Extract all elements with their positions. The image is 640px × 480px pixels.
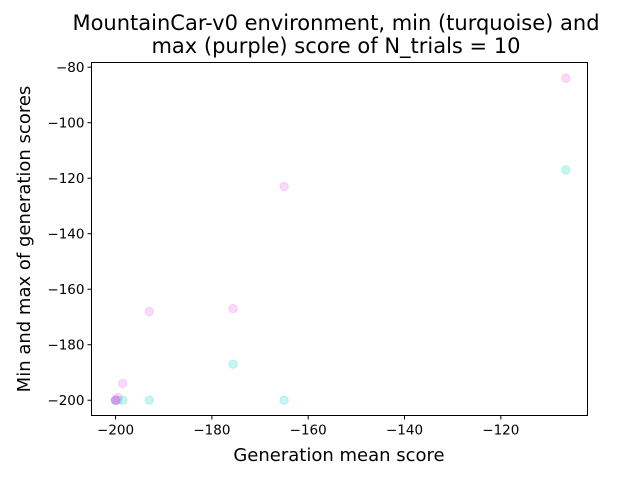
data-point — [110, 395, 121, 405]
y-tick-label: −200 — [47, 393, 84, 409]
data-point — [228, 359, 238, 369]
plot-area — [110, 73, 571, 405]
data-point — [113, 392, 123, 403]
data-point — [118, 395, 128, 405]
x-tick-label: −200 — [97, 423, 134, 439]
data-point — [279, 395, 289, 405]
x-tick-label: −160 — [290, 423, 327, 439]
x-tick-label: −120 — [482, 423, 519, 439]
data-point — [110, 395, 121, 405]
data-point — [113, 395, 123, 405]
data-point — [279, 181, 289, 192]
y-tick-label: −100 — [47, 116, 84, 132]
data-point — [110, 395, 121, 405]
data-point — [228, 303, 238, 314]
y-tick-label: −160 — [47, 282, 84, 298]
data-point — [118, 378, 128, 389]
x-axis: −200 −180 −160 −140 −120 — [97, 415, 519, 439]
plot-frame — [91, 62, 588, 416]
chart-title-line1: MountainCar-v0 environment, min (turquoi… — [72, 11, 599, 35]
data-point — [110, 395, 121, 405]
y-axis: −200 −180 −160 −140 −120 −100 −80 — [47, 60, 92, 409]
data-point — [110, 395, 121, 405]
x-tick-label: −180 — [193, 423, 230, 439]
y-axis-label: Min and max of generation scores — [14, 86, 35, 393]
data-point — [144, 395, 154, 405]
data-point — [144, 306, 154, 317]
x-tick-label: −140 — [386, 423, 423, 439]
data-point — [561, 165, 571, 175]
chart-title-line2: max (purple) score of N_trials = 10 — [151, 34, 520, 59]
y-tick-label: −140 — [47, 227, 84, 243]
x-axis-label: Generation mean score — [233, 445, 444, 466]
y-tick-label: −180 — [47, 338, 84, 354]
data-point — [561, 73, 571, 84]
data-point — [110, 395, 121, 405]
y-tick-label: −120 — [47, 171, 84, 187]
y-tick-label: −80 — [56, 60, 85, 76]
